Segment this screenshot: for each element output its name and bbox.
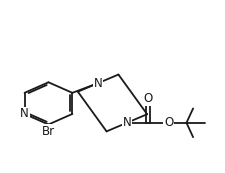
Text: Br: Br: [42, 125, 55, 138]
Text: O: O: [164, 116, 173, 129]
Text: N: N: [94, 77, 103, 90]
Text: O: O: [143, 92, 153, 105]
Text: N: N: [122, 116, 131, 129]
Text: N: N: [20, 107, 29, 120]
